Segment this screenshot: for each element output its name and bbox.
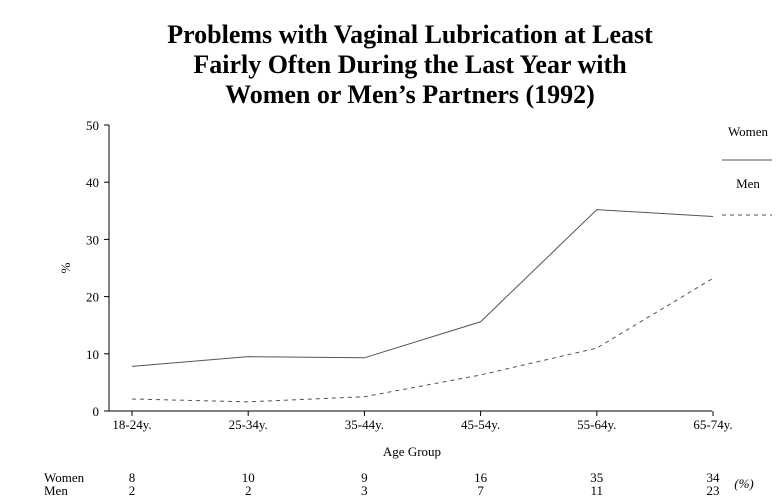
- x-tick-label: 45-54y.: [461, 417, 500, 432]
- table-cell: 7: [477, 483, 484, 498]
- legend: Women Men: [722, 124, 772, 216]
- series-line-men: [131, 277, 714, 403]
- y-tick-label: 0: [93, 404, 100, 419]
- x-tick-label: 25-34y.: [229, 417, 268, 432]
- table-cell: 23: [707, 483, 720, 498]
- chart-title-line-1: Problems with Vaginal Lubrication at Lea…: [167, 20, 653, 49]
- table-cell: 8: [129, 470, 136, 485]
- table-cell: 11: [591, 483, 604, 498]
- y-tick-label: 10: [86, 347, 99, 362]
- x-axis-ticks: 18-24y. 25-34y. 35-44y. 45-54y. 55-64y. 65-74…: [112, 411, 733, 432]
- x-axis-label: Age Group: [383, 444, 441, 459]
- table-cell: 3: [361, 483, 368, 498]
- y-axis-label: %: [58, 262, 73, 273]
- x-tick-label: 65-74y.: [693, 417, 732, 432]
- table-cell: 10: [242, 470, 255, 485]
- axes: [108, 125, 712, 412]
- table-cell: 2: [129, 483, 136, 498]
- legend-label-women: Women: [728, 124, 769, 139]
- x-tick-label: 18-24y.: [112, 417, 151, 432]
- table-row-label-men: Men: [44, 483, 68, 498]
- table-cell: 16: [474, 470, 488, 485]
- chart-title-line-3: Women or Men’s Partners (1992): [225, 80, 595, 109]
- y-tick-label: 20: [86, 290, 99, 305]
- y-tick-label: 50: [86, 118, 99, 133]
- y-axis-ticks: 0 10 20 30 40 50: [86, 118, 109, 419]
- series-line-women: [131, 209, 714, 367]
- table-row-label-women: Women: [44, 470, 85, 485]
- table-unit-label: (%): [734, 476, 754, 491]
- x-tick-label: 35-44y.: [345, 417, 384, 432]
- table-cell: 34: [707, 470, 721, 485]
- y-tick-label: 40: [86, 175, 99, 190]
- table-cell: 9: [361, 470, 368, 485]
- chart-title-line-2: Fairly Often During the Last Year with: [193, 50, 627, 79]
- table-cell: 2: [245, 483, 252, 498]
- series-lines: [131, 209, 714, 403]
- legend-label-men: Men: [736, 176, 760, 191]
- x-tick-label: 55-64y.: [577, 417, 616, 432]
- table-cell: 35: [590, 470, 603, 485]
- y-tick-label: 30: [86, 232, 99, 247]
- chart-title: Problems with Vaginal Lubrication at Lea…: [60, 20, 760, 110]
